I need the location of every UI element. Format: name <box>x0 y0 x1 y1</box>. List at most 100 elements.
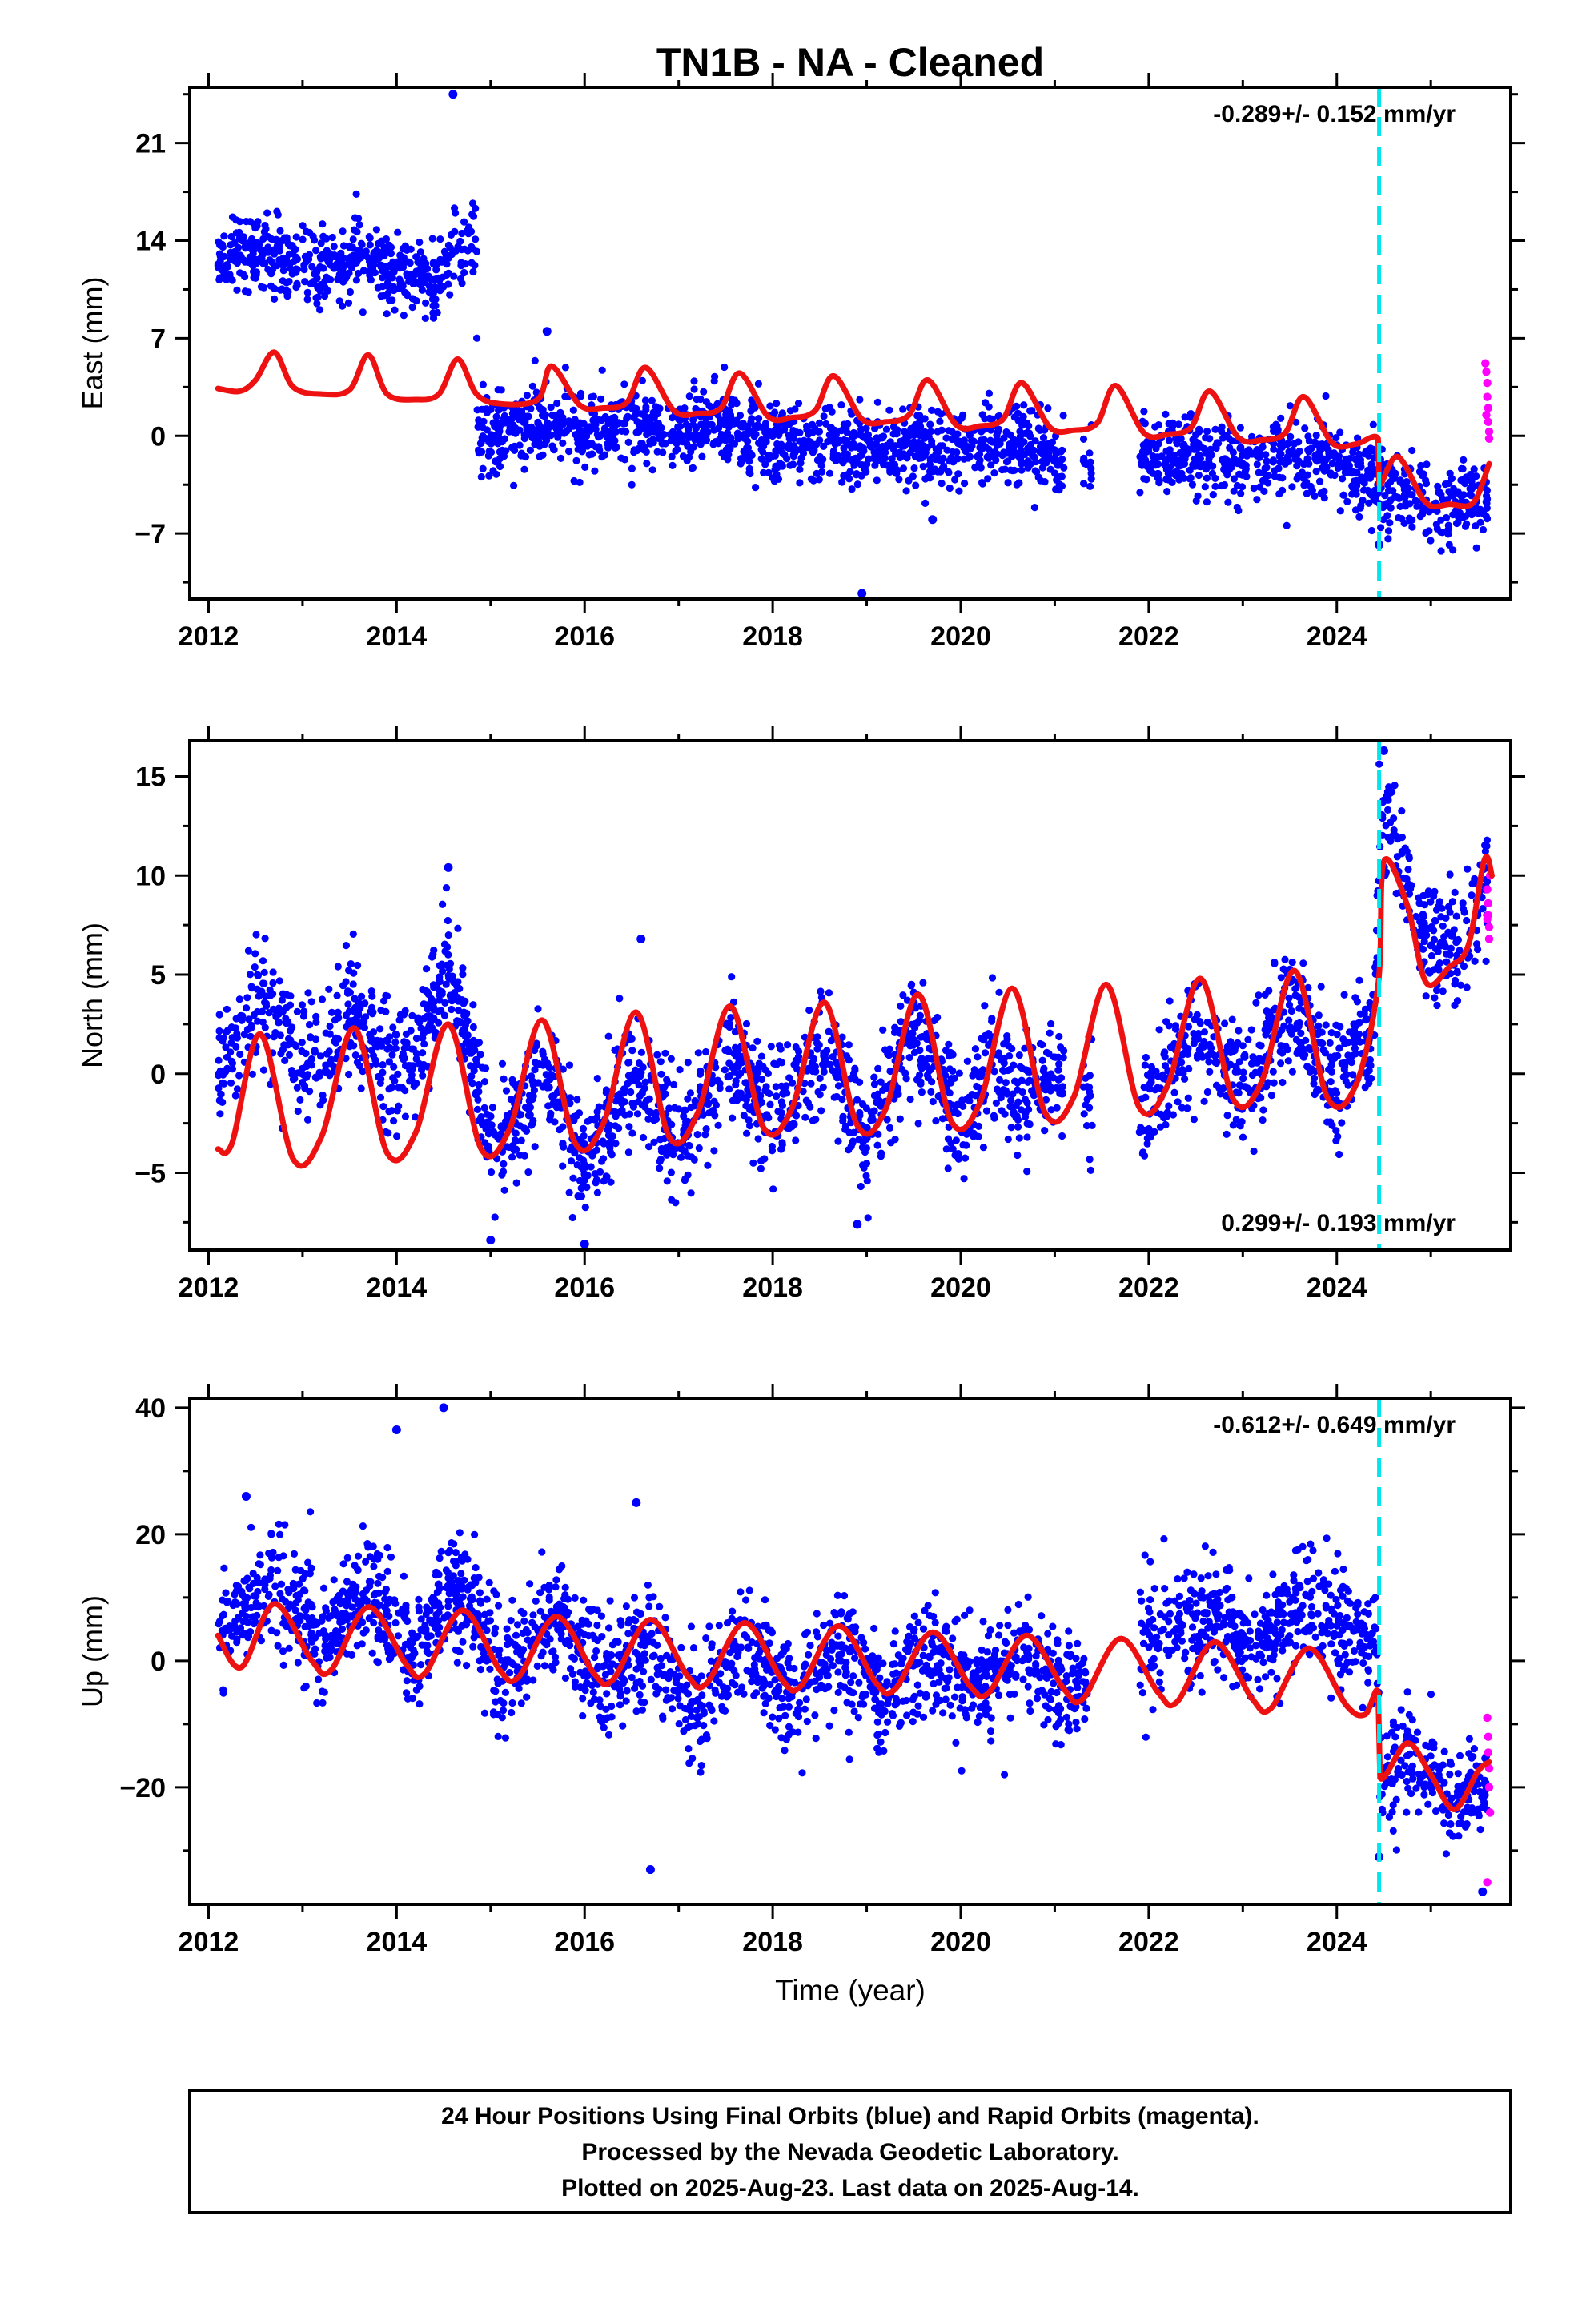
final-orbit-points <box>214 190 1492 555</box>
final-orbit-outlier-4 <box>1379 746 1388 755</box>
final-orbit-outlier-3 <box>486 1236 496 1245</box>
y-tick-label-2: 7 <box>151 324 166 354</box>
y-axis-label: Up (mm) <box>76 1595 109 1707</box>
y-tick-label-3: 10 <box>135 861 166 891</box>
final-orbit-outlier-1 <box>636 934 646 943</box>
y-tick-label-0: −20 <box>119 1773 166 1803</box>
plot-area <box>214 87 1494 599</box>
plot-area <box>215 741 1495 1250</box>
x-tick-label-1: 2014 <box>367 621 428 652</box>
y-tick-label-1: 0 <box>151 1059 166 1090</box>
rapid-orbit-point-6 <box>1484 427 1494 436</box>
model-line <box>215 349 1492 510</box>
rapid-orbit-point-8 <box>1482 410 1491 420</box>
rapid-orbit-point-1 <box>1482 367 1491 376</box>
y-axis-label: East (mm) <box>76 277 109 410</box>
x-tick-label-5: 2022 <box>1118 621 1179 652</box>
rapid-orbit-point-1 <box>1484 899 1493 908</box>
y-tick-label-2: 5 <box>151 960 166 991</box>
y-tick-label-1: 0 <box>151 1647 166 1677</box>
rapid-orbit-point-2 <box>1483 378 1492 388</box>
rapid-orbit-point-0 <box>1483 885 1492 894</box>
rate-label: 0.299+/- 0.193 mm/yr <box>1221 1210 1456 1236</box>
y-tick-label-4: 21 <box>135 129 166 159</box>
rapid-orbit-point-1 <box>1484 1732 1493 1741</box>
rapid-orbit-point-4 <box>1484 1783 1494 1792</box>
x-tick-label-6: 2024 <box>1307 1273 1367 1303</box>
x-tick-label-3: 2018 <box>742 1273 803 1303</box>
model-line <box>215 854 1495 1169</box>
rate-label: -0.289+/- 0.152 mm/yr <box>1213 101 1456 127</box>
x-tick-label-0: 2012 <box>179 1273 239 1303</box>
x-tick-label-0: 2012 <box>179 621 239 652</box>
final-orbit-outlier-2 <box>580 1240 589 1249</box>
final-orbit-outlier-0 <box>439 1403 448 1413</box>
final-orbit-outlier-0 <box>444 862 453 872</box>
final-orbit-outlier-2 <box>645 1865 655 1875</box>
y-tick-label-4: 15 <box>135 762 166 793</box>
rapid-orbit-point-5 <box>1484 417 1493 427</box>
x-tick-label-4: 2020 <box>930 1273 991 1303</box>
rapid-orbit-point-4 <box>1484 935 1494 943</box>
rapid-orbit-point-4 <box>1484 404 1493 412</box>
final-orbit-points <box>215 760 1492 1222</box>
final-orbit-points <box>215 1508 1491 1858</box>
y-axis-label: North (mm) <box>76 923 109 1068</box>
plot-background <box>190 87 1511 599</box>
final-orbit-outlier-6 <box>1478 1887 1488 1896</box>
y-tick-label-0: −5 <box>135 1158 166 1188</box>
footer-line-3: Plotted on 2025-Aug-23. Last data on 202… <box>561 2175 1139 2201</box>
rapid-orbit-point-6 <box>1483 915 1492 923</box>
x-tick-label-4: 2020 <box>930 621 991 652</box>
plot-frame <box>188 739 1512 1252</box>
final-orbit-outlier-5 <box>241 1491 251 1501</box>
plot-area <box>215 1398 1495 1904</box>
rapid-orbit-point-3 <box>1483 392 1492 401</box>
y-tick-label-1: 0 <box>151 421 166 452</box>
rapid-orbit-point-6 <box>1483 1878 1492 1887</box>
x-tick-label-1: 2014 <box>367 1273 428 1303</box>
plot-frame <box>188 1397 1512 1906</box>
x-tick-label-0: 2012 <box>179 1927 239 1957</box>
x-tick-label-2: 2016 <box>554 1273 615 1303</box>
footer-line-2: Processed by the Nevada Geodetic Laborat… <box>581 2139 1118 2165</box>
final-orbit-outlier-0 <box>448 90 458 99</box>
final-orbit-outlier-1 <box>857 589 867 598</box>
y-tick-label-3: 14 <box>135 227 166 257</box>
x-tick-label-3: 2018 <box>742 1927 803 1957</box>
x-tick-label-1: 2014 <box>367 1927 428 1957</box>
final-orbit-outlier-4 <box>632 1498 641 1507</box>
final-orbit-outlier-5 <box>853 1220 862 1229</box>
y-tick-label-2: 20 <box>135 1520 166 1550</box>
figure-title: TN1B - NA - Cleaned <box>656 40 1044 85</box>
north-panel: 2012 2014 2016 2018 2020 2022 2024 −5 0 5 10 15 Nort… <box>76 726 1525 1303</box>
rapid-orbit-point-2 <box>1484 1748 1493 1757</box>
y-tick-label-0: −7 <box>135 519 166 549</box>
rapid-orbit-point-3 <box>1484 923 1494 931</box>
x-tick-label-3: 2018 <box>742 621 803 652</box>
x-tick-label-6: 2024 <box>1307 621 1367 652</box>
x-tick-label-4: 2020 <box>930 1927 991 1957</box>
rapid-orbit-point-0 <box>1483 1713 1492 1723</box>
y-tick-label-3: 40 <box>135 1393 166 1424</box>
model-line <box>215 1601 1492 1812</box>
x-tick-label-2: 2016 <box>554 1927 615 1957</box>
up-panel: 2012 2014 2016 2018 2020 2022 2024 −20 0 20 40 Up (… <box>76 1384 1525 1957</box>
rate-label: -0.612+/- 0.649 mm/yr <box>1213 1412 1456 1438</box>
final-orbit-outlier-1 <box>391 1425 401 1434</box>
rapid-orbit-point-5 <box>1485 1808 1495 1817</box>
x-tick-label-6: 2024 <box>1307 1927 1367 1957</box>
final-orbit-outlier-4 <box>928 515 938 525</box>
footer-line-1: 24 Hour Positions Using Final Orbits (bl… <box>441 2103 1259 2129</box>
footer-box: 24 Hour Positions Using Final Orbits (bl… <box>188 2089 1512 2214</box>
x-axis-label: Time (year) <box>775 1974 926 2007</box>
east-panel: 2012 2014 2016 2018 2020 2022 2024 −7 0 7 14 21 East… <box>76 73 1525 652</box>
x-tick-label-5: 2022 <box>1118 1927 1179 1957</box>
x-tick-label-2: 2016 <box>554 621 615 652</box>
plot-frame <box>188 86 1512 601</box>
final-orbit-outlier-2 <box>542 327 552 336</box>
x-tick-label-5: 2022 <box>1118 1273 1179 1303</box>
rapid-orbit-point-0 <box>1481 359 1490 368</box>
rapid-orbit-point-7 <box>1484 434 1494 443</box>
